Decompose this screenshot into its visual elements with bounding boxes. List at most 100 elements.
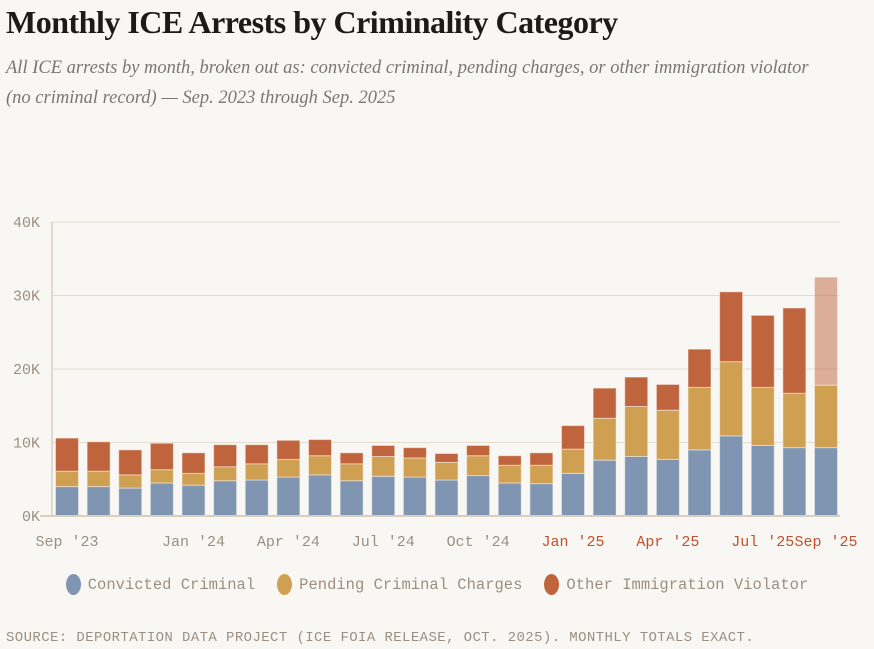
bar-segment-convicted-criminal	[118, 487, 143, 517]
bar-segment-pending-criminal-charges	[814, 384, 838, 449]
bar-segment-other-immigration-violator	[244, 444, 269, 465]
bar-segment-pending-criminal-charges	[782, 392, 807, 449]
x-axis-labels: Sep '23 Jan '24 Apr '24 Jul '24 Oct '24 Jan '…	[35, 534, 857, 551]
x-tick-label: Oct '24	[447, 534, 510, 551]
bar-segment-other-immigration-violator	[86, 441, 111, 472]
bar-segment-pending-criminal-charges	[561, 448, 585, 474]
bar-segment-other-immigration-violator	[434, 453, 459, 463]
bar-segment-convicted-criminal	[339, 480, 364, 517]
bar-segment-other-immigration-violator	[750, 314, 775, 388]
bar-segment-pending-criminal-charges	[466, 455, 491, 477]
bar-segment-other-immigration-violator	[592, 387, 617, 419]
bar-segment-convicted-criminal	[814, 447, 838, 517]
bar-segment-pending-criminal-charges	[339, 463, 364, 482]
bar-segment-convicted-criminal	[497, 482, 522, 517]
bar-segment-pending-criminal-charges	[181, 472, 206, 486]
bar-segment-other-immigration-violator	[782, 307, 807, 394]
stacked-bar-chart: 0K 10K 20K 30K 40K Sep '23 Jan '24 Apr '24 Jul …	[13, 215, 858, 551]
x-tick-label: Jul '24	[352, 534, 415, 551]
bar-segment-other-immigration-violator	[149, 442, 174, 471]
bar-segment-pending-criminal-charges	[276, 458, 301, 478]
bar-segment-convicted-criminal	[149, 482, 174, 517]
bar-segment-convicted-criminal	[655, 458, 680, 517]
bar-segment-convicted-criminal	[687, 449, 712, 517]
y-tick-label: 10K	[13, 436, 40, 453]
bar-segment-pending-criminal-charges	[655, 409, 680, 460]
bar-segment-pending-criminal-charges	[624, 405, 649, 457]
bar-segment-other-immigration-violator	[213, 444, 238, 468]
bar-segment-convicted-criminal	[592, 459, 617, 517]
x-tick-label: Sep '23	[35, 534, 98, 551]
bar-segment-convicted-criminal	[782, 447, 807, 517]
bar-segment-other-immigration-violator	[814, 276, 838, 386]
legend-item-convicted[interactable]: Convicted Criminal	[65, 574, 256, 595]
legend-swatch	[65, 574, 81, 595]
bar-segment-other-immigration-violator	[371, 444, 396, 457]
bar-segment-pending-criminal-charges	[149, 469, 174, 484]
chart-title: Monthly ICE Arrests by Criminality Categ…	[6, 4, 618, 40]
bar-segment-convicted-criminal	[624, 455, 649, 517]
bar-segment-pending-criminal-charges	[55, 470, 79, 488]
bar-segment-pending-criminal-charges	[371, 455, 396, 477]
bar-segment-pending-criminal-charges	[434, 461, 459, 481]
bar-segment-convicted-criminal	[276, 476, 301, 517]
bar-segment-pending-criminal-charges	[497, 464, 522, 484]
bar-segment-convicted-criminal	[308, 474, 332, 517]
bar-segment-other-immigration-violator	[402, 447, 427, 459]
legend-item-pending[interactable]: Pending Criminal Charges	[277, 574, 522, 595]
legend-label: Pending Criminal Charges	[299, 575, 523, 594]
x-tick-label: Jul '25	[731, 534, 794, 551]
bar-segment-other-immigration-violator	[55, 437, 79, 472]
bar-segment-convicted-criminal	[402, 476, 427, 517]
legend: Convicted Criminal Pending Criminal Char…	[0, 574, 874, 595]
bar-segment-pending-criminal-charges	[118, 474, 143, 489]
bar-segment-other-immigration-violator	[687, 348, 712, 388]
gridlines	[52, 221, 840, 443]
bar-segment-pending-criminal-charges	[308, 455, 332, 476]
bar-segment-other-immigration-violator	[624, 376, 649, 407]
legend-swatch	[544, 574, 560, 595]
bar-segment-convicted-criminal	[561, 472, 585, 517]
bar-segment-pending-criminal-charges	[592, 417, 617, 461]
bar-segment-other-immigration-violator	[655, 383, 680, 411]
y-tick-label: 40K	[13, 215, 40, 232]
bar-segment-other-immigration-violator	[561, 425, 585, 450]
legend-item-other[interactable]: Other Immigration Violator	[544, 574, 808, 595]
bar-segment-other-immigration-violator	[118, 449, 143, 476]
bar-segment-convicted-criminal	[181, 484, 206, 517]
bar-segment-other-immigration-violator	[276, 439, 301, 460]
bar-segment-convicted-criminal	[434, 479, 459, 517]
bar-segment-other-immigration-violator	[529, 452, 554, 466]
bar-segment-convicted-criminal	[86, 486, 111, 517]
bars	[55, 276, 838, 517]
bar-segment-pending-criminal-charges	[213, 466, 238, 482]
y-tick-label: 30K	[13, 289, 40, 306]
x-tick-label: Jan '24	[162, 534, 225, 551]
bar-segment-convicted-criminal	[244, 479, 269, 517]
bar-segment-other-immigration-violator	[339, 452, 364, 465]
bar-segment-pending-criminal-charges	[750, 386, 775, 446]
bar-segment-pending-criminal-charges	[687, 386, 712, 451]
y-axis-labels: 0K 10K 20K 30K 40K	[13, 215, 40, 526]
x-tick-label: Jan '25	[541, 534, 604, 551]
bar-segment-other-immigration-violator	[719, 291, 744, 363]
bar-segment-other-immigration-violator	[181, 452, 206, 474]
bar-segment-other-immigration-violator	[308, 439, 332, 457]
bar-segment-pending-criminal-charges	[529, 464, 554, 485]
bar-segment-convicted-criminal	[213, 480, 238, 517]
bar-segment-convicted-criminal	[371, 475, 396, 517]
x-tick-label: Sep '25	[794, 534, 857, 551]
y-tick-label: 20K	[13, 362, 40, 379]
bar-segment-pending-criminal-charges	[719, 361, 744, 437]
bar-segment-convicted-criminal	[466, 475, 491, 517]
legend-label: Other Immigration Violator	[566, 575, 809, 594]
source-note: SOURCE: DEPORTATION DATA PROJECT (ICE FO…	[6, 630, 755, 646]
bar-segment-convicted-criminal	[750, 444, 775, 517]
axes	[40, 222, 840, 517]
bar-segment-pending-criminal-charges	[402, 457, 427, 478]
chart-subtitle: All ICE arrests by month, broken out as:…	[6, 58, 809, 108]
x-tick-label: Apr '25	[636, 534, 699, 551]
legend-label: Convicted Criminal	[87, 575, 256, 594]
bar-segment-pending-criminal-charges	[244, 463, 269, 481]
bar-segment-convicted-criminal	[55, 486, 79, 517]
